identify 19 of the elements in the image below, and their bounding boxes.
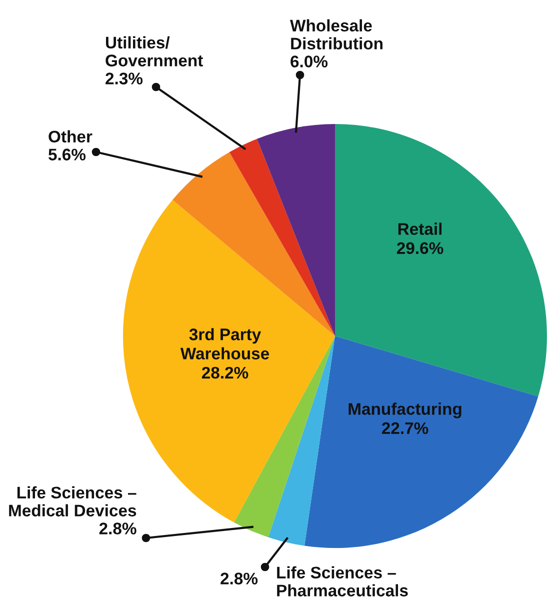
slice-label: Life Sciences – Medical Devices	[9, 486, 136, 516]
slice-label: Wholesale Distribution	[290, 19, 382, 50]
slice-label: Utilities/ Government	[106, 36, 203, 66]
pie-slice	[268, 336, 335, 546]
pie-slice	[335, 124, 547, 396]
data-label: 2.3%	[106, 72, 143, 84]
data-label: 28.2%	[202, 366, 248, 379]
slice-label: Other	[48, 130, 92, 142]
data-label: 29.6%	[396, 242, 444, 254]
slice-label: Retail	[398, 222, 442, 235]
data-label: 22.7%	[382, 422, 428, 434]
data-label: 2.8%	[220, 572, 258, 584]
slice-label: Life Sciences – Pharmaceuticals	[277, 566, 408, 596]
data-label: 5.6%	[48, 148, 86, 160]
pie-slice	[304, 336, 538, 548]
slice-label: 3rd Party Warehouse	[180, 328, 270, 360]
slice-label: Manufacturing	[348, 402, 462, 418]
data-label: 2.8%	[99, 522, 136, 534]
data-label: 6.0%	[290, 56, 328, 68]
